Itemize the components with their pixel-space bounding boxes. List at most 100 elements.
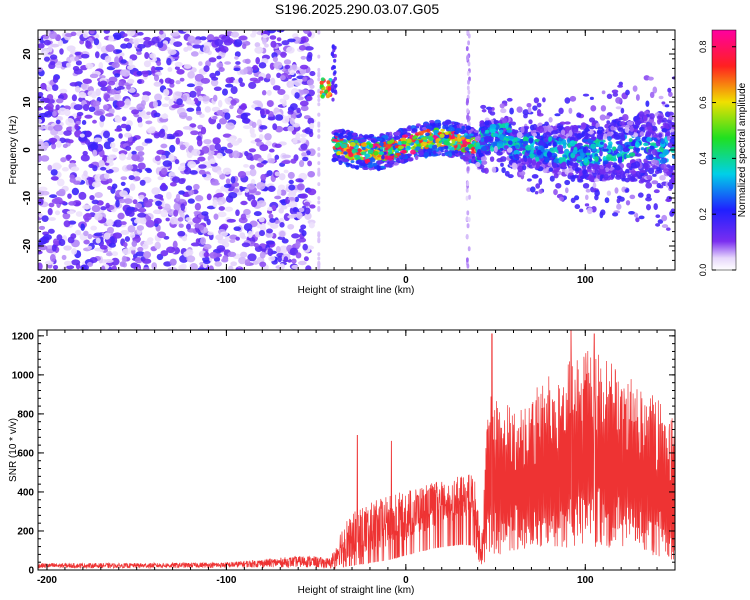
heatmap-cell (214, 143, 221, 151)
heatmap-cell (456, 144, 461, 149)
heatmap-cell (317, 200, 321, 205)
heatmap-cell (275, 114, 284, 121)
heatmap-cell (70, 31, 77, 37)
heatmap-cell (38, 92, 44, 97)
heatmap-cell (158, 30, 164, 35)
heatmap-cell (51, 143, 57, 150)
heatmap-cell (309, 71, 316, 77)
heatmap-cell (122, 248, 132, 255)
heatmap-cell (627, 174, 632, 180)
heatmap-cell (304, 127, 313, 135)
heatmap-cell (628, 145, 634, 150)
heatmap-cell (667, 181, 674, 187)
heatmap-cell (228, 265, 234, 270)
heatmap-cell (107, 80, 116, 86)
heatmap-cell (217, 211, 227, 218)
heatmap-cell (629, 152, 636, 157)
heatmap-cell (38, 140, 45, 149)
heatmap-cell (91, 181, 101, 188)
heatmap-cell (630, 170, 638, 174)
heatmap-cell (268, 255, 276, 262)
heatmap-cell (388, 149, 393, 154)
heatmap-cell (572, 149, 578, 155)
heatmap-cell (298, 228, 305, 233)
heatmap-cell (192, 39, 202, 44)
heatmap-cell (269, 218, 276, 223)
heatmap-cell (538, 139, 544, 146)
heatmap-cell (306, 79, 314, 86)
heatmap-cell (249, 164, 255, 170)
heatmap-cell (166, 57, 172, 66)
heatmap-cell (299, 193, 308, 199)
heatmap-cell (319, 80, 324, 85)
heatmap-cell (111, 265, 117, 270)
heatmap-cell (261, 90, 267, 96)
snr-series-line (38, 330, 675, 570)
heatmap-cell (109, 88, 117, 95)
heatmap-cell (606, 132, 613, 137)
heatmap-cell (67, 139, 74, 144)
heatmap-cell (350, 164, 356, 169)
heatmap-cell (643, 158, 648, 164)
heatmap-cell (604, 115, 611, 120)
heatmap-cell (634, 141, 640, 148)
heatmap-cell (93, 110, 104, 116)
heatmap-cell (360, 139, 367, 143)
heatmap-cell (187, 198, 195, 204)
heatmap-cell (235, 209, 240, 217)
heatmap-cell (464, 157, 470, 162)
heatmap-cell (124, 98, 131, 106)
heatmap-cell (71, 187, 80, 196)
heatmap-cell (243, 223, 253, 232)
heatmap-cell (537, 126, 544, 134)
heatmap-cell (479, 122, 484, 128)
heatmap-cell (553, 189, 558, 196)
heatmap-cell (178, 178, 186, 185)
x-tick-label: -100 (216, 275, 236, 286)
heatmap-cell (401, 134, 409, 139)
heatmap-cell (175, 137, 181, 145)
heatmap-cell (40, 47, 50, 55)
heatmap-cell (73, 68, 83, 75)
heatmap-cell (54, 210, 61, 216)
heatmap-cell (281, 238, 289, 244)
heatmap-cell (265, 140, 272, 146)
heatmap-cell (306, 150, 311, 156)
heatmap-cell (168, 98, 174, 106)
heatmap-cell (239, 232, 246, 239)
heatmap-cell (66, 265, 75, 270)
heatmap-cell (52, 76, 59, 83)
heatmap-cell (87, 90, 96, 97)
heatmap-cell (508, 135, 515, 140)
heatmap-cell (218, 206, 226, 211)
heatmap-cell (333, 70, 337, 75)
heatmap-cell (244, 188, 250, 193)
heatmap-cell (124, 132, 132, 138)
heatmap-cell (168, 78, 175, 85)
heatmap-cell (513, 149, 520, 156)
heatmap-cell (63, 260, 72, 266)
heatmap-cell (143, 251, 152, 259)
heatmap-cell (276, 72, 282, 79)
heatmap-cell (406, 126, 412, 132)
heatmap-cell (380, 165, 386, 169)
heatmap-cell (254, 191, 261, 196)
heatmap-cell (527, 157, 532, 164)
heatmap-cell (112, 32, 122, 40)
heatmap-cell (491, 166, 497, 173)
heatmap-cell (499, 133, 505, 141)
heatmap-cell (247, 253, 257, 262)
heatmap-cell (267, 116, 276, 121)
heatmap-cell (385, 132, 390, 136)
heatmap-cell (52, 162, 62, 171)
heatmap-cell (584, 194, 589, 201)
heatmap-cell (105, 202, 110, 209)
heatmap-cell (182, 126, 192, 130)
heatmap-cell (128, 175, 135, 181)
heatmap-cell (662, 149, 669, 156)
heatmap-cell (177, 230, 186, 237)
heatmap-cell (147, 198, 154, 203)
heatmap-cell (153, 217, 162, 224)
heatmap-cell (207, 231, 214, 236)
heatmap-cell (378, 151, 385, 155)
